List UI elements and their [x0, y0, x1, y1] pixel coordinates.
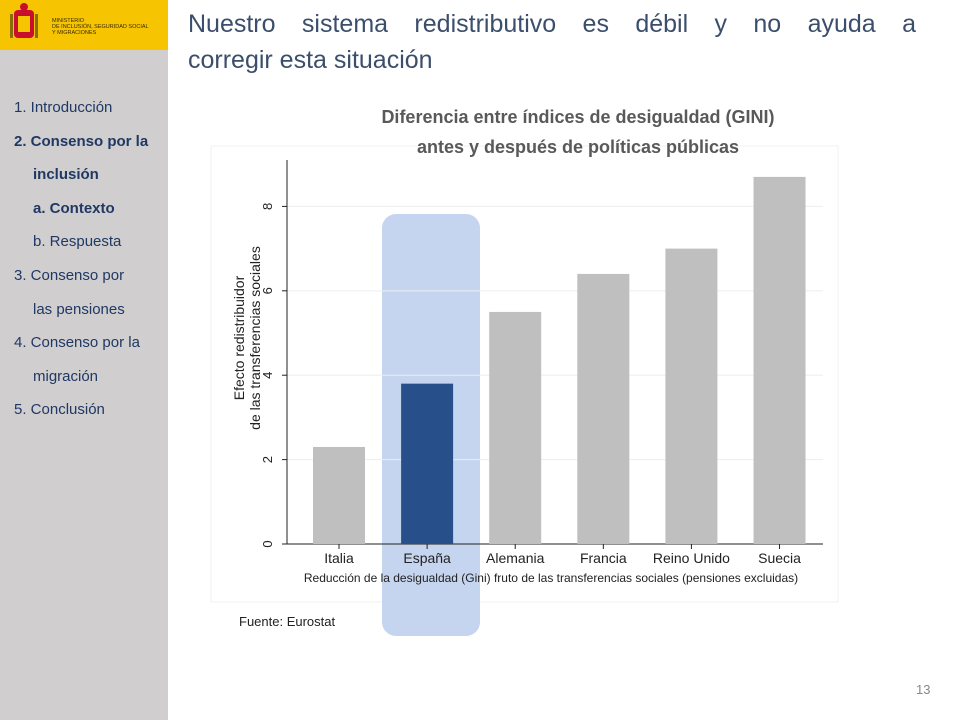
page-number: 13	[916, 682, 931, 697]
x-tick-label: Italia	[324, 550, 354, 566]
x-tick-label: Alemania	[486, 550, 545, 566]
nav-item[interactable]: inclusión	[33, 166, 99, 183]
nav-item[interactable]: 1. Introducción	[14, 99, 113, 116]
nav-item[interactable]: 5. Conclusión	[14, 401, 105, 418]
coat-of-arms	[10, 3, 38, 38]
chart-title: antes y después de políticas públicas	[417, 137, 739, 157]
x-tick-label: Francia	[580, 550, 627, 566]
logo-text: DE INCLUSIÓN, SEGURIDAD SOCIAL	[52, 24, 149, 30]
y-axis-label: de las transferencias sociales	[247, 246, 263, 430]
bar	[489, 311, 542, 544]
nav-item[interactable]: b. Respuesta	[33, 233, 122, 250]
x-axis-label: Reducción de la desigualdad (Gini) fruto…	[304, 571, 798, 585]
x-tick-label: Suecia	[758, 550, 801, 566]
slide-title: corregir esta situación	[188, 46, 433, 74]
logo: MINISTERIO DE INCLUSIÓN, SEGURIDAD SOCIA…	[0, 0, 168, 50]
x-tick-label: España	[403, 550, 451, 566]
bar	[577, 273, 630, 544]
y-tick-label: 8	[260, 203, 275, 210]
logo-text: MINISTERIO	[52, 18, 85, 24]
bar	[665, 248, 718, 544]
nav-item[interactable]: a. Contexto	[33, 200, 115, 217]
bar	[753, 176, 806, 544]
nav-item[interactable]: migración	[33, 368, 99, 385]
y-tick-label: 0	[260, 540, 275, 547]
y-tick-label: 6	[260, 287, 275, 294]
y-axis-label: Efecto redistribuidor	[231, 275, 247, 400]
y-tick-label: 4	[260, 372, 275, 379]
nav-item[interactable]: 4. Consenso por la	[14, 334, 140, 351]
logo-text: Y MIGRACIONES	[52, 30, 97, 36]
nav-item[interactable]: las pensiones	[33, 301, 125, 318]
sidebar	[0, 0, 168, 720]
x-tick-label: Reino Unido	[653, 550, 730, 566]
nav-item[interactable]: 2. Consenso por la	[14, 133, 149, 150]
source: Fuente: Eurostat	[239, 614, 336, 629]
chart-title: Diferencia entre índices de desigualdad …	[381, 107, 774, 127]
bar	[313, 446, 365, 544]
slide-title: Nuestro sistema redistributivo es débil …	[188, 10, 916, 38]
nav-item[interactable]: 3. Consenso por	[14, 267, 125, 284]
bar	[401, 383, 454, 544]
y-tick-label: 2	[260, 456, 275, 463]
